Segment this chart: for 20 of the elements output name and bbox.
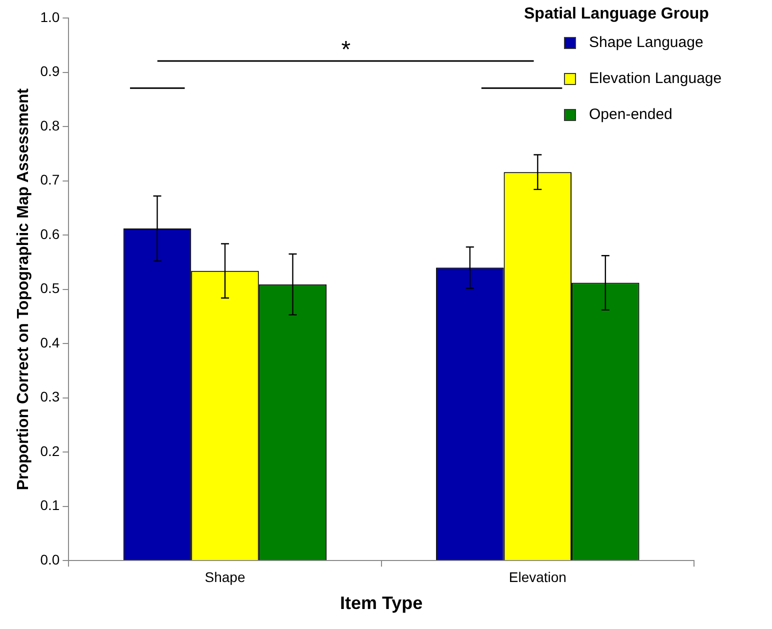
- y-tick-label: 0.9: [40, 63, 60, 80]
- y-tick-label: 0.6: [40, 226, 60, 242]
- y-tick-label: 0.5: [40, 280, 60, 296]
- y-tick-label: 0.7: [40, 172, 60, 188]
- annotation: *: [341, 36, 351, 64]
- legend-label: Open-ended: [589, 106, 672, 124]
- x-tick-label: Shape: [204, 568, 246, 585]
- y-tick-label: 0.0: [40, 551, 60, 568]
- x-tick-label: Elevation: [508, 568, 566, 585]
- legend-title: Spatial Language Group: [524, 5, 710, 22]
- legend-label: Shape Language: [589, 34, 704, 52]
- y-tick-label: 0.8: [40, 117, 60, 134]
- y-tick-label: 0.3: [40, 388, 60, 405]
- x-axis-title: Item Type: [340, 593, 423, 614]
- y-tick-label: 0.1: [40, 497, 60, 514]
- legend-label: Elevation Language: [589, 70, 722, 88]
- y-tick-label: 0.2: [40, 442, 60, 459]
- y-tick-label: 1.0: [40, 8, 60, 25]
- y-axis-title: Proportion Correct on Topographic Map Assessment: [15, 88, 32, 490]
- y-tick-label: 0.4: [40, 334, 60, 350]
